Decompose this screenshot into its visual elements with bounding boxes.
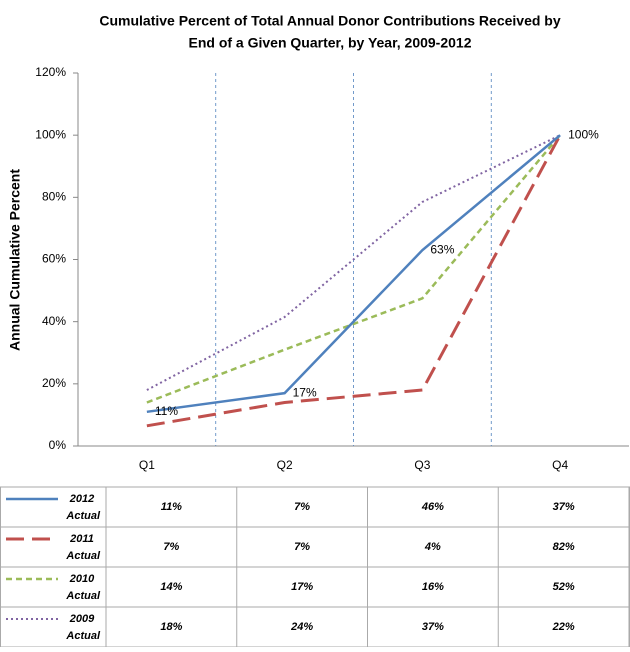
legend-label: 2011 Actual <box>64 533 101 562</box>
line-series <box>146 134 561 391</box>
data-label: 63% <box>430 242 454 256</box>
table-cell: 82% <box>553 541 575 553</box>
data-label: 17% <box>293 385 317 399</box>
y-tick-label: 100% <box>35 127 66 141</box>
table-cell: 37% <box>422 621 444 633</box>
y-axis-title: Annual Cumulative Percent <box>7 169 23 351</box>
x-tick-label: Q1 <box>139 458 155 472</box>
table-cell: 52% <box>553 581 575 593</box>
table-cell: 46% <box>421 501 444 513</box>
data-label: 11% <box>155 404 178 418</box>
table-cell: 16% <box>422 581 444 593</box>
line-series <box>146 134 561 414</box>
legend-label: 2012 Actual <box>64 493 101 522</box>
x-tick-label: Q4 <box>552 458 568 472</box>
x-tick-label: Q3 <box>414 458 430 472</box>
line-series <box>146 134 562 404</box>
x-tick-label: Q2 <box>277 458 293 472</box>
table-cell: 37% <box>553 501 575 513</box>
y-tick-label: 80% <box>42 190 66 204</box>
y-tick-label: 60% <box>42 252 66 266</box>
legend-label: 2009 Actual <box>64 613 101 642</box>
table-cell: 4% <box>424 541 441 553</box>
y-tick-label: 40% <box>42 314 66 328</box>
line-series <box>146 134 562 428</box>
table-cell: 11% <box>161 501 182 513</box>
table-cell: 18% <box>160 621 182 633</box>
data-label: 100% <box>568 127 599 141</box>
table-cell: 24% <box>290 621 313 633</box>
table-cell: 22% <box>552 621 575 633</box>
chart-title: End of a Given Quarter, by Year, 2009-20… <box>188 35 471 51</box>
y-tick-label: 0% <box>49 438 67 452</box>
chart-title: Cumulative Percent of Total Annual Donor… <box>99 13 560 29</box>
legend-label: 2010 Actual <box>64 573 101 602</box>
y-tick-label: 20% <box>42 376 66 390</box>
table-cell: 7% <box>294 501 310 513</box>
table-cell: 7% <box>294 541 310 553</box>
table-cell: 14% <box>160 581 182 593</box>
table-cell: 17% <box>291 581 313 593</box>
table-cell: 7% <box>163 541 179 553</box>
y-tick-label: 120% <box>35 65 66 79</box>
